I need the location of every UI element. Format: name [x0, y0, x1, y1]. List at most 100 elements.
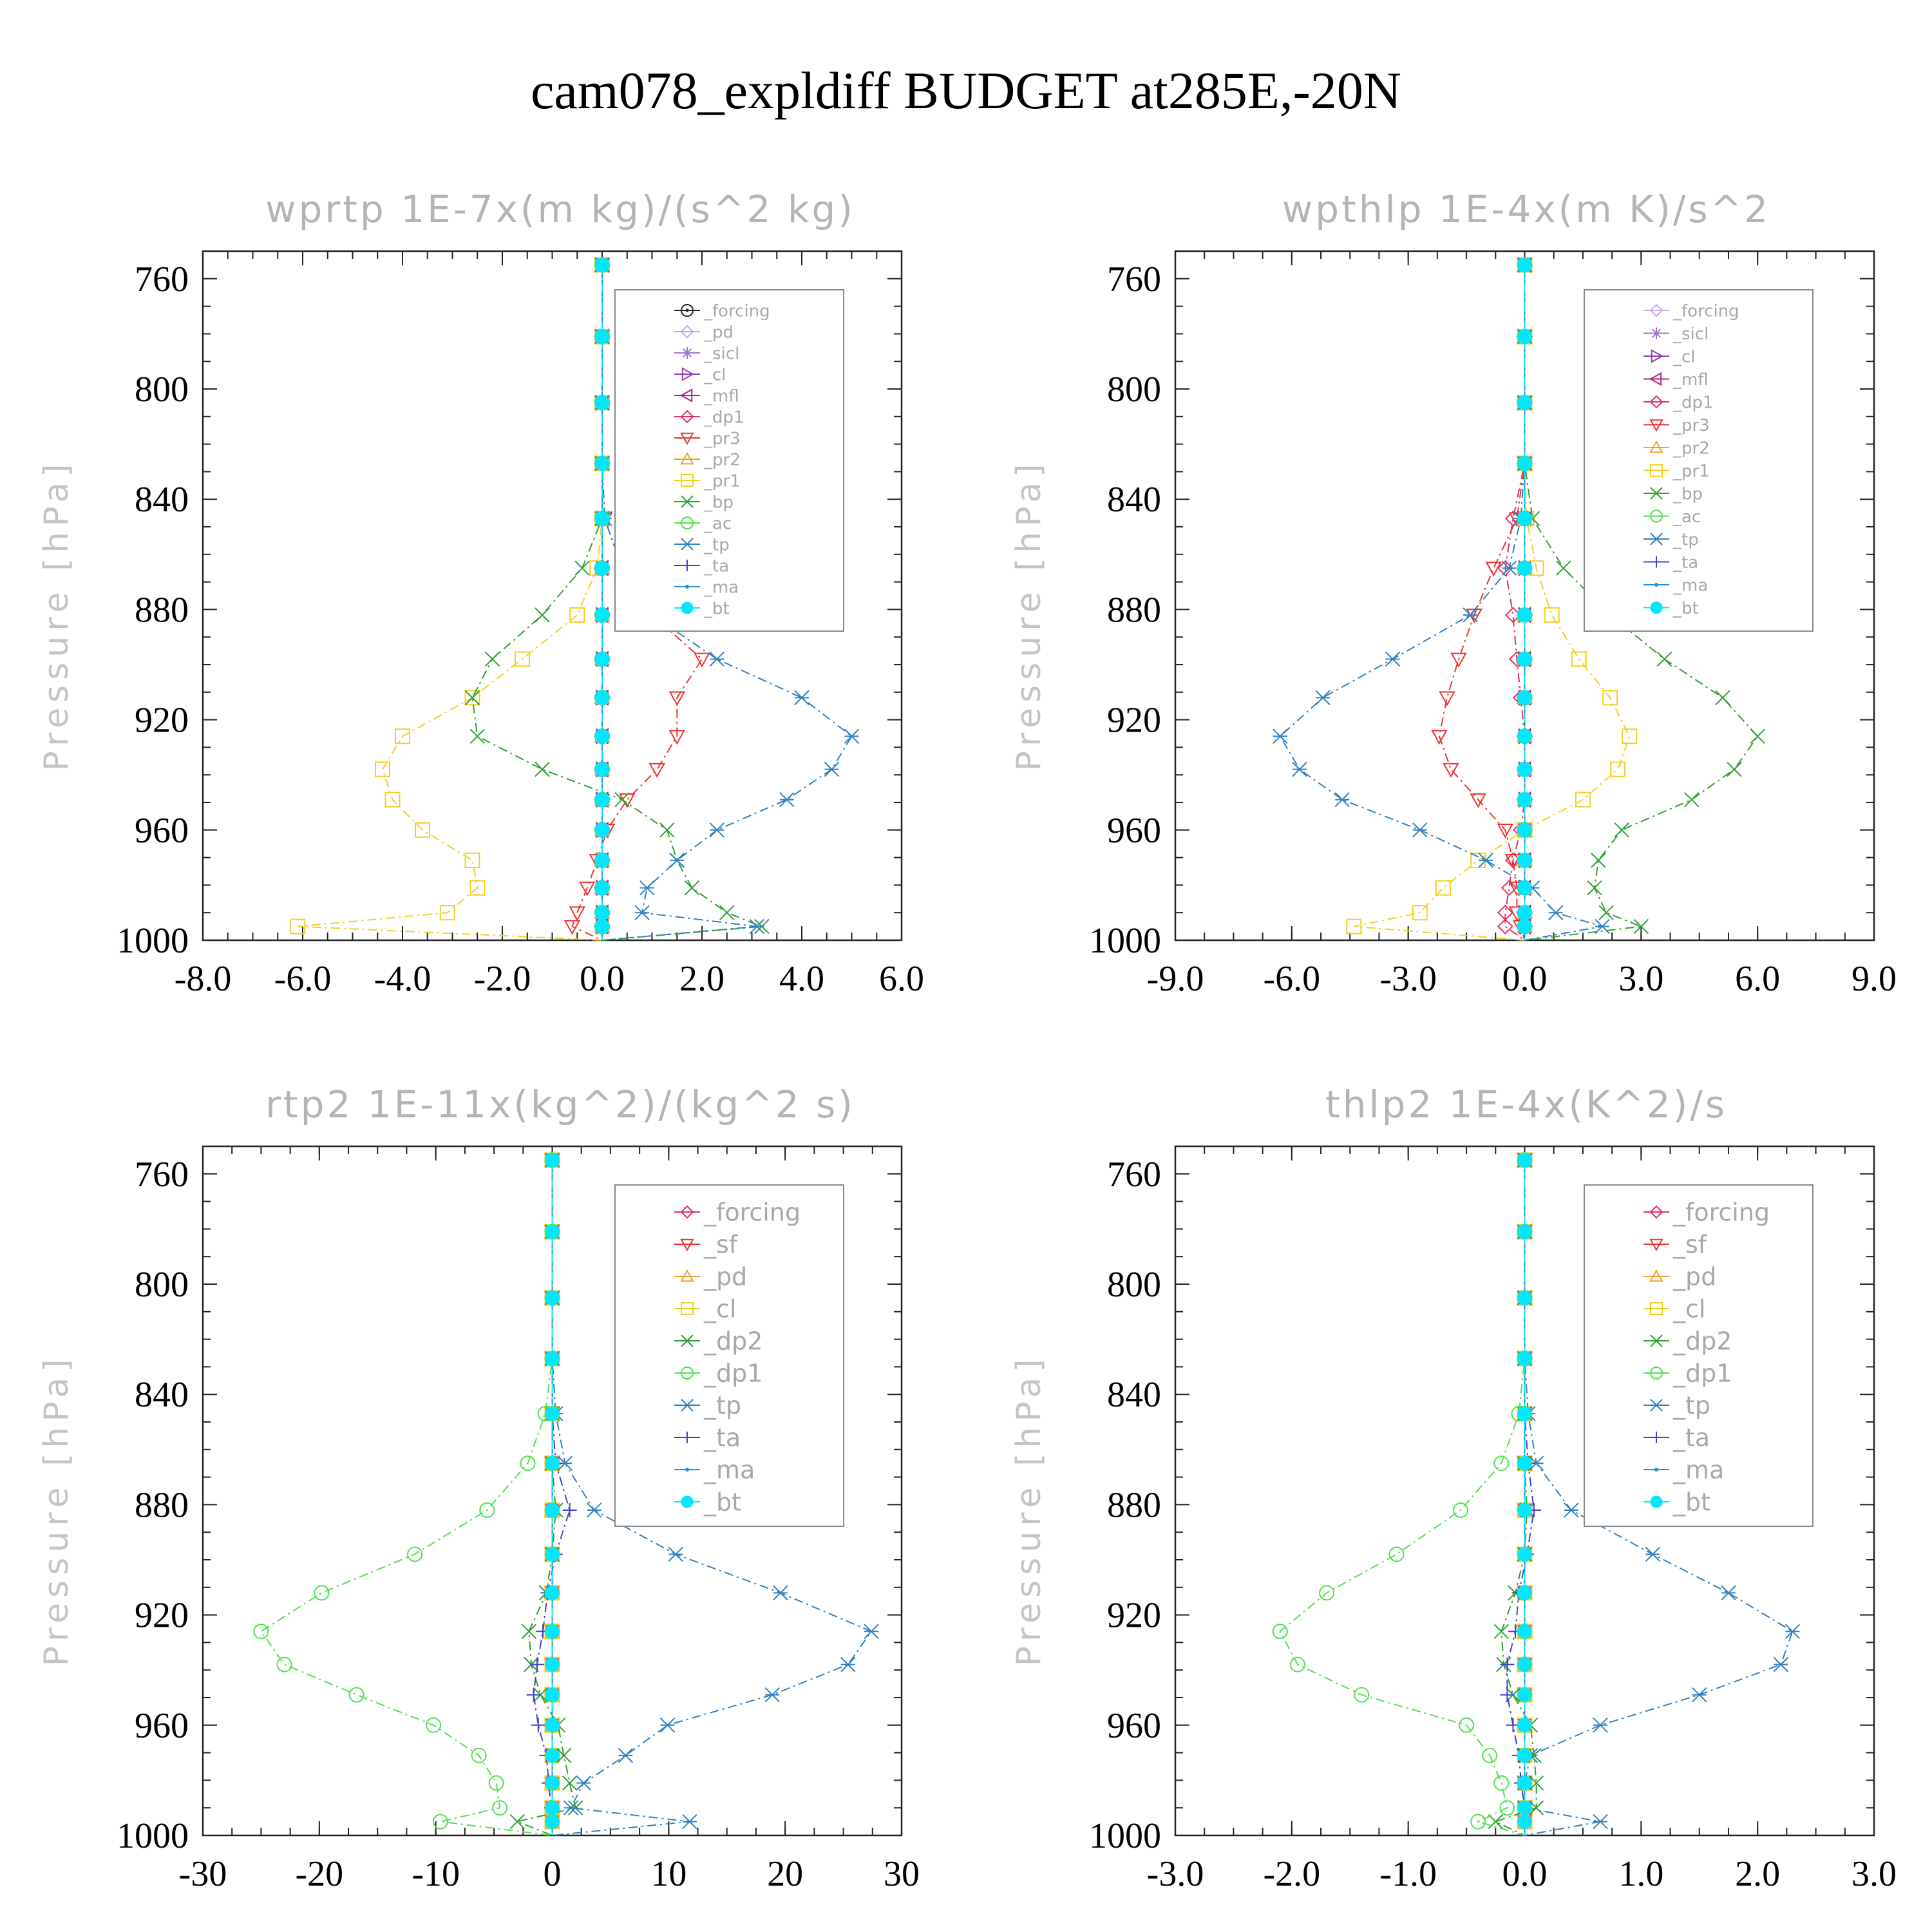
data-point: [1485, 562, 1502, 577]
data-point: [520, 1455, 536, 1472]
data-point: [1431, 730, 1448, 745]
seriestp: [1273, 257, 1610, 941]
x-tick-label: 30: [884, 1854, 920, 1894]
data-point: [1614, 822, 1629, 838]
data-point: [586, 1502, 602, 1518]
legend-entry: _forcing: [674, 1198, 800, 1227]
legend-box: [1584, 289, 1814, 632]
data-point: [1517, 853, 1532, 868]
data-point: [639, 880, 655, 896]
legend-entry: _dp1: [1643, 393, 1714, 412]
legend-marker: [680, 410, 694, 424]
legend-marker: [681, 538, 694, 551]
y-tick-label: 1000: [1089, 921, 1161, 961]
x-tick-label: 9.0: [1852, 959, 1897, 999]
legend-entry: _bt: [1643, 1488, 1710, 1517]
data-point: [1504, 854, 1522, 869]
data-point: [1528, 1800, 1544, 1815]
y-ticks: [1175, 1173, 1874, 1836]
legend-entry: _tp: [674, 1392, 741, 1420]
legend-label: _cl: [1672, 347, 1696, 366]
legend-entry: _bt: [674, 599, 730, 618]
data-point: [545, 1502, 560, 1518]
legend-entry: _mfl: [674, 386, 739, 406]
legend: _forcing _sf _pd _cl _dp2 _dp1 _tp _ta _ma _bt: [1584, 1184, 1814, 1527]
data-point: [1412, 822, 1428, 838]
data-point: [1497, 918, 1513, 935]
legend-marker: [1651, 327, 1662, 339]
data-point: [1517, 880, 1532, 896]
data-point: [1517, 1585, 1532, 1600]
x-tick-label: -30: [179, 1854, 227, 1894]
series-group: [253, 1151, 879, 1836]
seriesmfl: [1516, 256, 1531, 940]
seriesbt: [545, 1152, 560, 1835]
legend-label: _dp1: [703, 1359, 762, 1388]
data-point: [1517, 607, 1532, 623]
y-tick-label: 800: [135, 1265, 189, 1305]
data-point: [1727, 761, 1742, 777]
legend-label: _pr3: [703, 429, 741, 448]
legend-label: _sf: [1672, 1231, 1708, 1259]
data-point: [1517, 1152, 1532, 1168]
series-group: [290, 256, 860, 941]
data-point: [545, 1406, 560, 1421]
data-point: [469, 880, 486, 896]
legend-marker: [681, 601, 694, 614]
legend-entry: _ma: [1643, 1456, 1724, 1484]
data-point: [1319, 1585, 1335, 1601]
data-point: [779, 792, 795, 808]
x-tick-label: 20: [767, 1854, 803, 1894]
data-point: [794, 690, 810, 706]
legend-marker: [1654, 1468, 1658, 1472]
data-point: [464, 852, 480, 868]
legend-entry: _cl: [674, 365, 726, 384]
y-tick-label: 960: [1107, 1706, 1161, 1746]
x-tick-label: 2.0: [679, 959, 724, 999]
legend-label: _sicl: [703, 344, 739, 363]
data-point: [562, 1775, 578, 1791]
y-tick-label: 920: [1107, 701, 1161, 741]
x-tick-label: 3.0: [1618, 959, 1663, 999]
data-point: [253, 1624, 269, 1640]
legend-entry: _pr3: [1643, 416, 1710, 435]
legend-entry: _ta: [674, 1424, 741, 1452]
legend-label: _tp: [1672, 1392, 1710, 1420]
data-point: [384, 791, 401, 808]
data-point: [521, 1624, 537, 1639]
data-point: [415, 822, 430, 838]
x-tick-label: 4.0: [779, 959, 824, 999]
series-line: [298, 265, 603, 941]
legend-label: _cl: [703, 365, 726, 384]
legend-marker: [1650, 601, 1663, 614]
legend-label: _pr3: [1672, 416, 1710, 435]
seriesbt: [1517, 1152, 1532, 1835]
x-tick-label: -9.0: [1147, 959, 1204, 999]
data-point: [1517, 1657, 1532, 1672]
legend-label: _cl: [703, 1295, 736, 1323]
legend-marker: [681, 1495, 694, 1508]
data-point: [659, 822, 675, 838]
legend-entry: _tp: [1643, 1392, 1710, 1420]
data-point: [562, 1502, 577, 1517]
x-tick-label: 2.0: [1735, 1854, 1780, 1894]
seriesdp1: [1272, 1152, 1533, 1836]
data-point: [864, 1624, 879, 1639]
data-point: [1517, 1624, 1532, 1639]
data-point: [1493, 1455, 1510, 1472]
data-point: [1470, 1814, 1486, 1830]
legend-marker: [1650, 1495, 1663, 1508]
data-point: [1435, 880, 1451, 896]
legend-marker: [1651, 1432, 1662, 1443]
data-point: [1443, 762, 1459, 778]
chart-panels: wprtp 1E-7x(m kg)/(s^2 kg) Pressure [hPa]…: [37, 187, 1897, 1894]
legend-marker: [1650, 487, 1663, 500]
data-point: [1517, 690, 1532, 705]
legend-marker: [681, 347, 693, 359]
data-point: [594, 919, 610, 934]
data-point: [1571, 651, 1587, 667]
data-point: [1587, 880, 1602, 896]
legend-label: _ta: [703, 556, 729, 576]
legend: _forcing _sf _pd _cl _dp2 _dp1 _tp _ta _ma _bt: [614, 1184, 844, 1527]
seriesta: [1500, 1153, 1541, 1835]
